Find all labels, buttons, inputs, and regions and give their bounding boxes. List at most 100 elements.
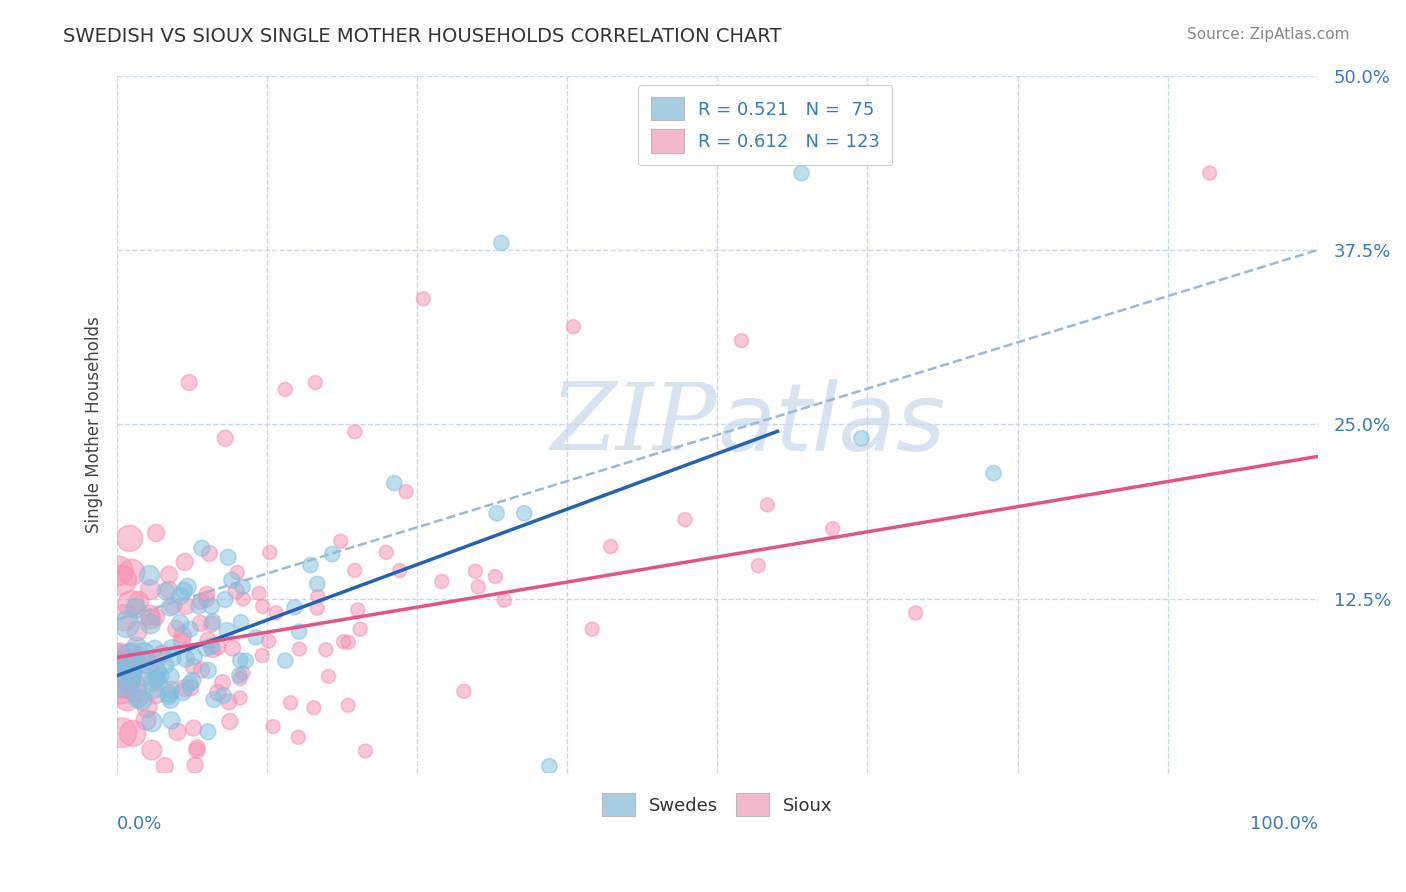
Point [453, 684, 475, 698]
Point [159, 692, 181, 706]
Point [118, 660, 141, 674]
Point [131, 669, 153, 683]
Point [229, 672, 252, 686]
Point [214, 431, 236, 445]
Point [513, 506, 536, 520]
Point [197, 724, 219, 739]
Point [160, 714, 183, 728]
Point [299, 558, 322, 573]
Text: SWEDISH VS SIOUX SINGLE MOTHER HOUSEHOLDS CORRELATION CHART: SWEDISH VS SIOUX SINGLE MOTHER HOUSEHOLD… [63, 27, 782, 45]
Point [232, 665, 254, 680]
Point [139, 616, 162, 631]
Point [904, 606, 927, 620]
Point [170, 634, 193, 648]
Point [343, 564, 366, 578]
Point [157, 689, 180, 703]
Point [169, 616, 191, 631]
Point [228, 668, 250, 682]
Point [169, 589, 191, 603]
Point [159, 600, 181, 615]
Text: ZIP: ZIP [551, 379, 717, 469]
Point [159, 669, 181, 683]
Point [197, 633, 219, 648]
Point [162, 650, 184, 665]
Point [197, 664, 219, 678]
Point [329, 534, 352, 549]
Point [673, 513, 696, 527]
Point [250, 648, 273, 663]
Point [184, 758, 207, 772]
Point [211, 675, 233, 690]
Point [157, 686, 180, 700]
Point [207, 640, 229, 654]
Point [160, 682, 183, 697]
Point [287, 731, 309, 745]
Point [183, 721, 205, 735]
Point [142, 674, 165, 689]
Point [304, 376, 326, 390]
Point [201, 615, 224, 629]
Point [145, 610, 167, 624]
Point [349, 622, 371, 636]
Point [332, 634, 354, 648]
Point [274, 654, 297, 668]
Point [160, 641, 183, 656]
Point [247, 586, 270, 600]
Point [221, 573, 243, 587]
Point [280, 696, 302, 710]
Point [115, 617, 138, 632]
Point [125, 601, 148, 615]
Point [318, 669, 340, 683]
Point [222, 640, 245, 655]
Point [562, 319, 585, 334]
Point [337, 635, 360, 649]
Point [145, 526, 167, 541]
Point [107, 564, 129, 578]
Point [354, 744, 377, 758]
Point [262, 720, 284, 734]
Point [136, 657, 159, 672]
Point [176, 580, 198, 594]
Point [821, 522, 844, 536]
Point [259, 545, 281, 559]
Point [214, 592, 236, 607]
Legend: Swedes, Sioux: Swedes, Sioux [595, 786, 839, 823]
Point [494, 593, 516, 607]
Point [464, 564, 486, 578]
Point [110, 573, 132, 587]
Point [118, 649, 141, 664]
Point [201, 642, 224, 657]
Point [115, 690, 138, 705]
Point [143, 672, 166, 686]
Point [174, 651, 197, 665]
Point [756, 498, 779, 512]
Point [191, 541, 214, 555]
Point [186, 743, 208, 757]
Point [117, 666, 139, 681]
Point [114, 671, 136, 685]
Point [218, 695, 240, 709]
Point [136, 700, 159, 714]
Point [180, 681, 202, 695]
Point [114, 678, 136, 692]
Point [337, 698, 360, 713]
Text: atlas: atlas [717, 379, 946, 470]
Point [538, 759, 561, 773]
Point [157, 582, 180, 597]
Point [983, 466, 1005, 480]
Point [181, 659, 204, 673]
Point [202, 692, 225, 706]
Point [321, 547, 343, 561]
Text: 100.0%: 100.0% [1250, 815, 1317, 833]
Point [172, 628, 194, 642]
Point [307, 601, 329, 615]
Point [207, 685, 229, 699]
Point [173, 583, 195, 598]
Point [128, 594, 150, 608]
Point [229, 690, 252, 705]
Point [118, 532, 141, 546]
Point [153, 759, 176, 773]
Point [118, 668, 141, 682]
Point [375, 545, 398, 559]
Point [146, 664, 169, 678]
